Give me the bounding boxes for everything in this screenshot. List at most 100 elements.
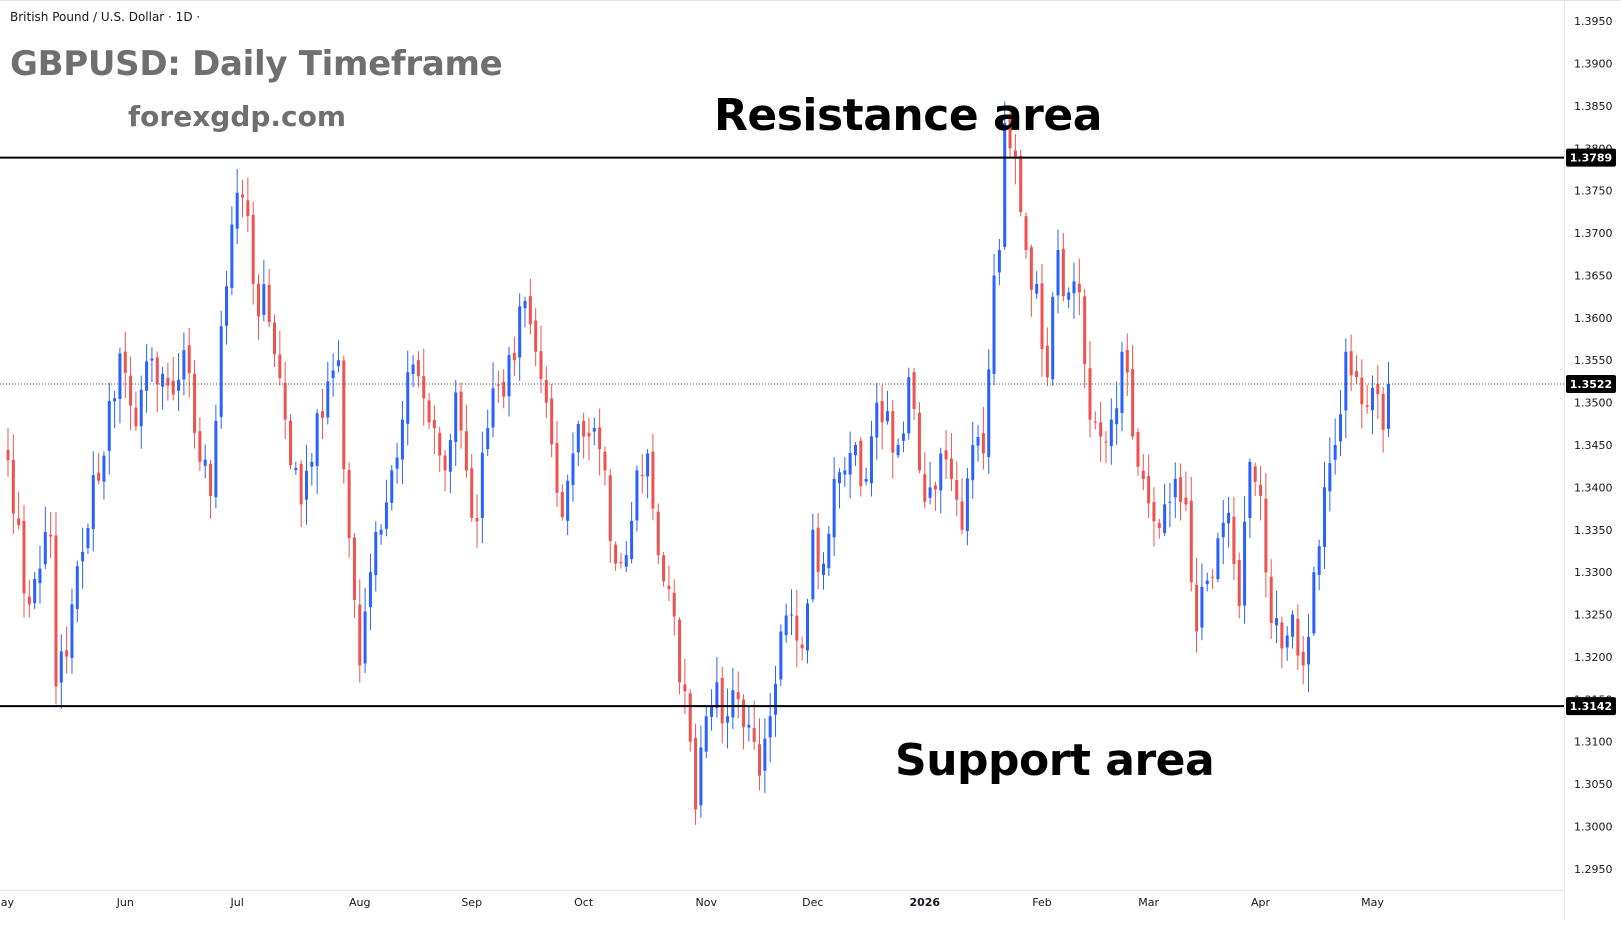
candle [1024, 212, 1028, 259]
y-tick-label: 1.3950 [1574, 15, 1613, 28]
candle-body [528, 296, 532, 325]
candle [406, 350, 410, 446]
candle-body [614, 544, 618, 564]
candle-body [944, 450, 948, 460]
candle [630, 501, 634, 564]
candle [17, 491, 21, 530]
candle [843, 456, 847, 488]
candle [1168, 483, 1172, 528]
candle-body [1125, 349, 1129, 373]
candle [1248, 458, 1252, 538]
candle-body [880, 400, 884, 423]
candle-body [1376, 383, 1380, 395]
candle-body [1179, 477, 1183, 503]
candle-body [214, 420, 218, 498]
candle [379, 524, 383, 545]
candle [262, 260, 266, 322]
candle-body [1104, 441, 1108, 443]
candle [38, 545, 42, 604]
candle [54, 512, 58, 705]
candle [230, 206, 234, 296]
candle-body [853, 445, 857, 456]
candle-body [22, 520, 26, 594]
candle-body [1232, 516, 1236, 565]
candle-body [411, 364, 415, 375]
candle [528, 278, 532, 335]
candle-body [459, 391, 463, 431]
candle-body [837, 472, 841, 484]
candle-body [1019, 155, 1023, 213]
candle-body [1152, 502, 1156, 522]
candle [603, 446, 607, 486]
symbol-header[interactable]: British Pound / U.S. Dollar · 1D · [10, 10, 201, 24]
candle [1285, 626, 1289, 661]
candle [848, 431, 852, 499]
y-tick-label: 1.2950 [1574, 863, 1613, 876]
candle-body [587, 432, 591, 437]
candle [678, 617, 682, 695]
candle [1317, 539, 1321, 591]
candle [1275, 590, 1279, 644]
candle-body [1307, 636, 1311, 665]
candle-body [566, 480, 570, 521]
candle [145, 343, 149, 413]
candle [790, 589, 794, 636]
candle-body [1120, 351, 1124, 413]
candle-body [827, 533, 831, 569]
candle-body [747, 724, 751, 728]
candle-body [27, 596, 31, 605]
candle [1328, 437, 1332, 512]
candle [1104, 431, 1108, 464]
candle [763, 718, 767, 793]
candle [566, 474, 570, 535]
candle [1269, 559, 1273, 639]
candle [459, 382, 463, 449]
last-price-badge: 1.3522 [1566, 374, 1616, 393]
candle-body [1285, 635, 1289, 648]
candle [646, 448, 650, 499]
candle [662, 551, 666, 587]
candle [304, 444, 308, 525]
candle-body [869, 436, 873, 484]
candle-body [779, 631, 783, 680]
x-tick-label: Sep [461, 896, 482, 909]
candle [1045, 327, 1049, 387]
candle [523, 296, 527, 328]
y-tick-label: 1.3650 [1574, 269, 1613, 282]
candle [22, 504, 26, 618]
candle-body [603, 451, 607, 471]
candle [288, 414, 292, 470]
candle [1221, 499, 1225, 565]
x-tick-label: Apr [1251, 896, 1271, 909]
candle-body [113, 398, 117, 402]
candle-body [981, 433, 985, 454]
candle [368, 553, 372, 630]
candle [821, 552, 825, 590]
candle [464, 404, 468, 478]
y-tick-label: 1.3350 [1574, 524, 1613, 537]
candle [1386, 362, 1390, 438]
candle-body [875, 402, 879, 438]
candle-body [1035, 283, 1039, 294]
candle-body [683, 684, 687, 692]
candle-body [267, 284, 271, 323]
candle [795, 589, 799, 668]
candle [1195, 557, 1199, 653]
candle-body [400, 419, 404, 460]
candle-body [672, 592, 676, 617]
candle-body [475, 518, 479, 522]
candle [816, 512, 820, 590]
candle-body [491, 388, 495, 428]
candle-body [598, 427, 602, 450]
candle [480, 431, 484, 544]
candle-body [320, 411, 324, 418]
candle-body [342, 360, 346, 470]
candle [576, 420, 580, 466]
candle [182, 332, 186, 396]
candle-body [997, 250, 1001, 273]
candle-body [161, 373, 165, 387]
candle [33, 571, 37, 609]
candle [448, 433, 452, 494]
